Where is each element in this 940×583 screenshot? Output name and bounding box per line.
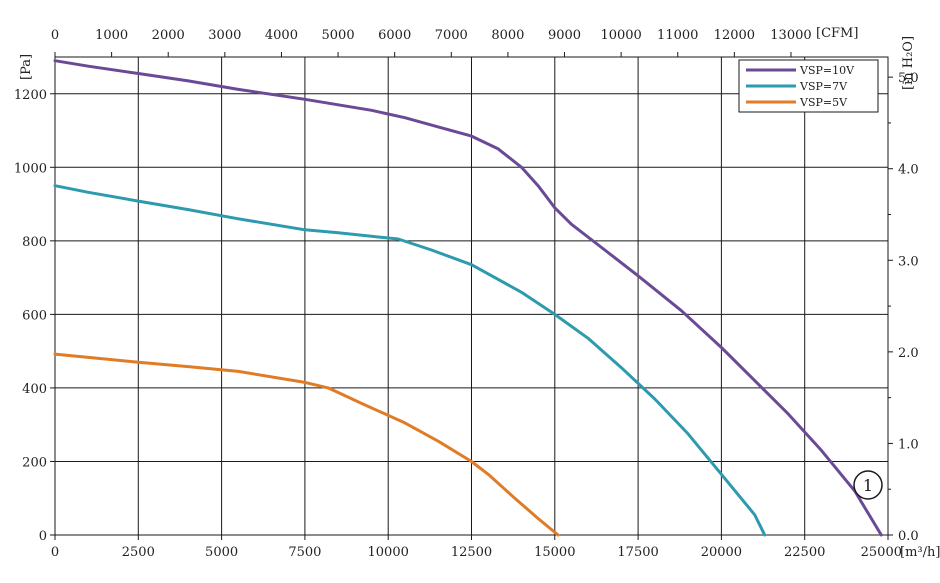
- x-tick-label: 25000: [861, 545, 902, 560]
- x2-tick-label: 4000: [265, 28, 298, 43]
- x2-tick-label: 11000: [657, 28, 698, 43]
- curve-annotation: 1: [853, 470, 883, 500]
- x-axis-ticks: 0 2500 5000 7500 10000 12500 15000 17500 20000 22…: [51, 535, 902, 560]
- x-tick-label: 12500: [451, 545, 492, 560]
- y2-axis-unit-label: [in H₂O]: [901, 36, 916, 90]
- x-tick-label: 10000: [368, 545, 409, 560]
- x2-tick-label: 12000: [714, 28, 755, 43]
- legend-items: VSP=10V VSP=7V VSP=5V: [746, 64, 855, 109]
- y2-tick-label: 3.0: [898, 254, 919, 269]
- x2-tick-label: 5000: [322, 28, 355, 43]
- x2-tick-label: 0: [51, 28, 59, 43]
- x2-tick-label: 8000: [491, 28, 524, 43]
- x2-tick-label: 9000: [548, 28, 581, 43]
- x2-tick-label: 6000: [378, 28, 411, 43]
- x2-axis-ticks: 0 1000 2000 3000 4000 5000 6000 7000 8000 9000 100…: [51, 28, 812, 57]
- x2-tick-label: 2000: [152, 28, 185, 43]
- annotation-number: 1: [863, 476, 873, 495]
- y2-tick-label: 2.0: [898, 346, 919, 361]
- x-tick-label: 7500: [288, 545, 321, 560]
- x2-tick-label: 13000: [770, 28, 811, 43]
- annotation-circle: [853, 470, 883, 500]
- legend-label: VSP=10V: [799, 64, 855, 77]
- x-tick-label: 0: [51, 545, 59, 560]
- x2-tick-label: 3000: [208, 28, 241, 43]
- y-tick-label: 1000: [14, 161, 47, 176]
- x-tick-label: 22500: [784, 545, 825, 560]
- y-axis-unit-label: [Pa]: [19, 54, 34, 80]
- y-tick-label: 400: [22, 382, 47, 397]
- y2-tick-label: 1.0: [898, 437, 919, 452]
- x-axis-unit-label: [m³/h]: [900, 545, 940, 560]
- x2-tick-label: 1000: [95, 28, 128, 43]
- x-tick-label: 17500: [617, 545, 658, 560]
- y-tick-label: 600: [22, 308, 47, 323]
- x-tick-label: 2500: [122, 545, 155, 560]
- y2-axis-ticks: 0.0 1.0 2.0 3.0 4.0 5.0: [888, 71, 919, 544]
- y-tick-label: 1200: [14, 88, 47, 103]
- y-tick-label: 800: [22, 235, 47, 250]
- y2-tick-label: 0.0: [898, 529, 919, 544]
- legend: VSP=10V VSP=7V VSP=5V: [738, 59, 879, 113]
- series-line-vsp-7v: [53, 184, 767, 537]
- x2-axis-unit-label: [CFM]: [816, 26, 858, 41]
- x-tick-label: 5000: [205, 545, 238, 560]
- legend-label: VSP=5V: [799, 96, 848, 109]
- y-tick-label: 0: [39, 529, 47, 544]
- x2-tick-label: 7000: [435, 28, 468, 43]
- series-line-vsp-5v: [53, 352, 560, 537]
- x-tick-label: 20000: [701, 545, 742, 560]
- series-lines: [53, 59, 883, 537]
- y2-tick-label: 4.0: [898, 163, 919, 178]
- y-axis-ticks: 0 200 400 600 800 1000 1200: [14, 88, 55, 544]
- x-tick-label: 15000: [534, 545, 575, 560]
- legend-label: VSP=7V: [799, 80, 848, 93]
- x2-tick-label: 10000: [600, 28, 641, 43]
- series-line-vsp-10v: [53, 59, 883, 537]
- y2-tick-label: 5.0: [898, 71, 919, 86]
- y-tick-label: 200: [22, 455, 47, 470]
